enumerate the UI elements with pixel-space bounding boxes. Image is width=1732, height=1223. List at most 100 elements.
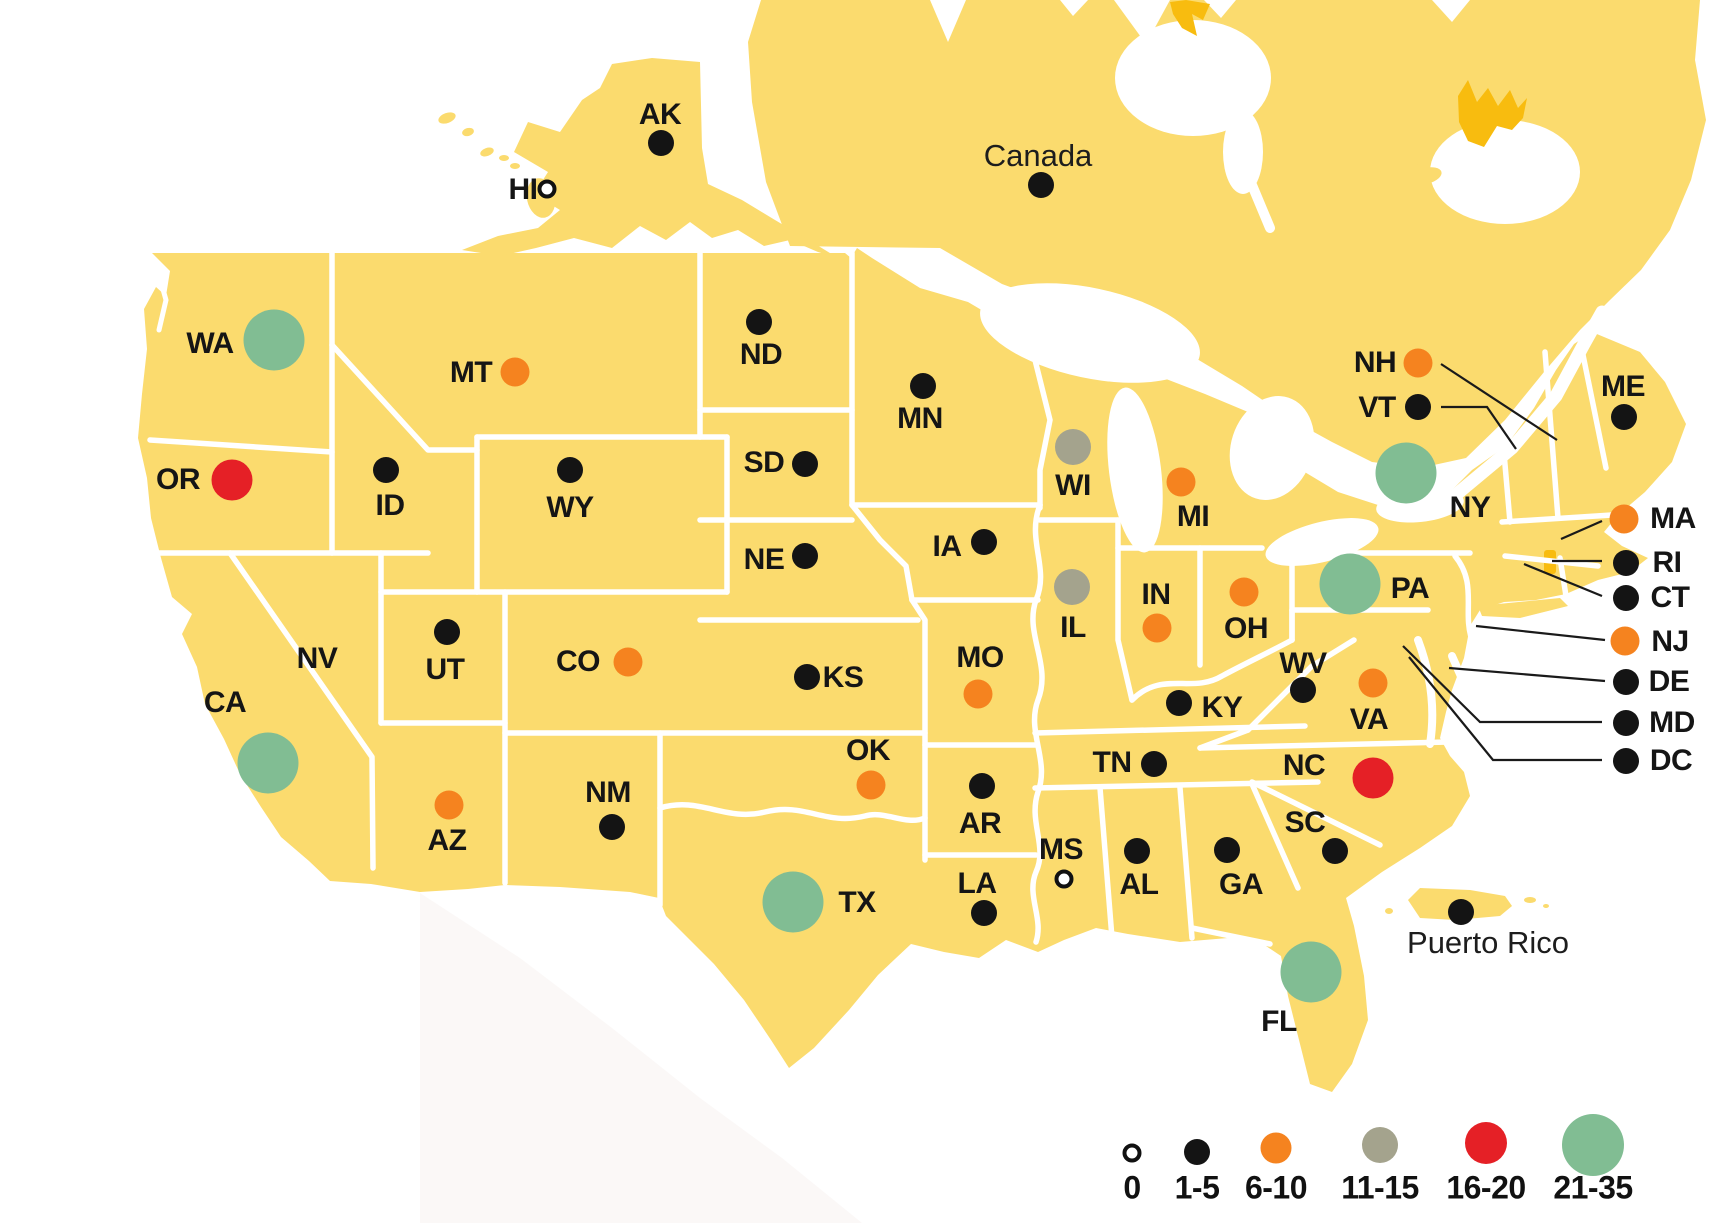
state-label-or: OR [156,463,201,496]
vt-line [1441,405,1517,450]
state-dot-vt [1405,394,1431,420]
md-line [1402,645,1602,724]
state-dot-dc [1613,748,1639,774]
place-dot-puerto-rico [1448,899,1474,925]
state-dot-al [1124,838,1150,864]
state-dot-hi [537,179,557,199]
state-dot-la [971,900,997,926]
newfoundland-gold [1458,80,1527,147]
state-label-nv: NV [296,642,338,675]
state-dot-me [1611,404,1637,430]
state-label-ca: CA [203,686,247,719]
state-dot-nh [1403,348,1433,378]
state-dot-or [211,459,253,501]
state-dot-az [434,790,464,820]
legend-text-11-15: 11-15 [1341,1169,1419,1206]
state-label-md: MD [1649,706,1695,739]
nh-line [1440,363,1558,441]
ct-line [1523,562,1603,598]
arctic-notch-1 [930,0,966,42]
state-label-sd: SD [743,446,785,479]
state-label-tx: TX [838,886,876,919]
state-label-co: CO [556,645,601,678]
state-dot-il [1054,569,1090,605]
state-dot-wv [1290,677,1316,703]
gulf-st-lawrence [1430,120,1580,224]
state-label-wy: WY [546,491,594,524]
state-dot-co [613,647,643,677]
state-dot-nc [1352,757,1394,799]
place-dot-canada [1028,172,1054,198]
legend-text-21-35: 21-35 [1553,1169,1633,1206]
state-dot-sc [1322,838,1348,864]
state-dot-ky [1166,690,1192,716]
state-dot-ri [1613,550,1639,576]
state-dot-ms [1054,869,1074,889]
state-label-ny: NY [1449,491,1491,524]
state-label-ne: NE [743,543,785,576]
james-bay-tail [1247,180,1275,233]
state-label-ok: OK [846,734,891,767]
state-label-nm: NM [585,776,631,809]
maritime-islands [1376,152,1442,185]
state-dot-ga [1214,837,1240,863]
state-label-il: IL [1060,611,1086,644]
long-island [1478,598,1568,618]
state-label-ct: CT [1650,581,1691,614]
state-label-nd: ND [739,338,783,371]
puget-sound [154,265,169,333]
state-label-me: ME [1601,370,1646,403]
state-label-ri: RI [1652,546,1683,579]
arctic-notch-5 [1432,0,1470,22]
state-label-nj: NJ [1651,625,1689,658]
st-lawrence-river [1445,305,1609,505]
state-dot-in [1142,613,1172,643]
state-borders [135,250,1615,947]
state-dot-ny [1375,442,1437,504]
state-label-hi: HI [508,173,539,206]
state-dot-mt [500,357,530,387]
state-dot-sd [792,451,818,477]
state-dot-wy [557,457,583,483]
callout-lines [1402,363,1606,762]
state-dot-pa [1319,553,1381,615]
state-label-nc: NC [1282,749,1326,782]
alaska-landmass [462,58,838,258]
state-label-mo: MO [956,641,1004,674]
state-dot-de [1613,669,1639,695]
state-label-pa: PA [1390,572,1430,605]
arctic-notch-2 [1060,0,1088,16]
state-label-ky: KY [1201,691,1243,724]
arctic-notch-3 [1114,0,1170,44]
state-label-wa: WA [186,327,234,360]
state-label-nh: NH [1353,346,1397,379]
state-label-fl: FL [1261,1005,1297,1038]
state-label-al: AL [1119,868,1160,901]
state-dot-ia [971,529,997,555]
state-dot-ar [969,773,995,799]
state-label-dc: DC [1649,744,1693,777]
state-label-ak: AK [638,98,682,131]
state-label-va: VA [1349,703,1389,736]
state-dot-ca [237,732,299,794]
de-line [1448,666,1606,683]
state-dot-wa [243,309,305,371]
state-label-ar: AR [958,807,1002,840]
state-dot-va [1358,668,1388,698]
ma-line [1560,519,1603,541]
legend-dot-6-10 [1260,1132,1292,1164]
state-dot-nm [599,814,625,840]
state-dot-nd [746,309,772,335]
delaware-bay [1448,652,1471,694]
state-label-la: LA [957,867,998,900]
water-channels [154,180,1609,748]
state-dot-id [373,457,399,483]
state-dot-ok [856,770,886,800]
state-dot-ks [794,664,820,690]
state-dot-nj [1610,626,1640,656]
arctic-notch-4 [1204,0,1236,18]
state-dot-tx [762,871,824,933]
